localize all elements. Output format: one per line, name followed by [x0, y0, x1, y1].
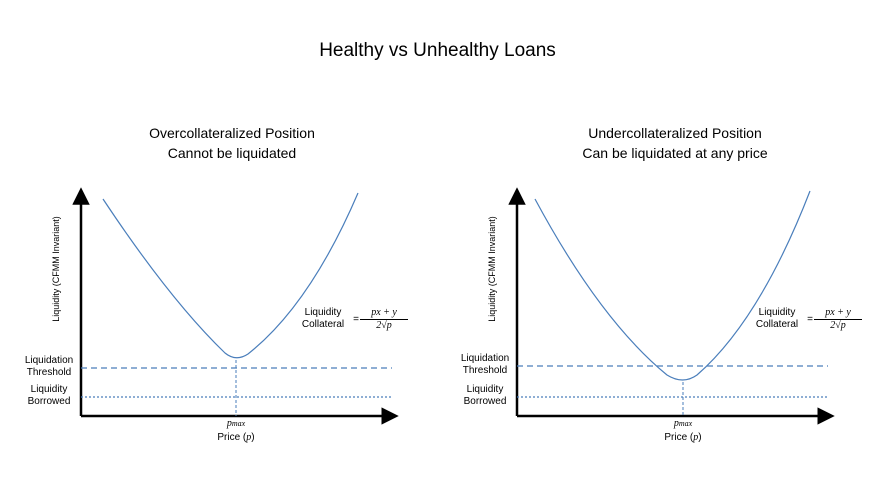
- left-panel-title: Overcollateralized Position Cannot be li…: [122, 123, 342, 163]
- left-diagram: [72, 187, 399, 425]
- right-collateral-curve: [534, 190, 811, 381]
- right-collateral-line1: Liquidity: [758, 307, 796, 318]
- right-panel-title: Undercollateralized Position Can be liqu…: [555, 123, 795, 163]
- right-pmax-sub: max: [678, 419, 693, 428]
- right-formula-numerator: px + y: [814, 307, 862, 320]
- right-diagram: [508, 187, 835, 425]
- left-threshold-label: Liquidation Threshold: [20, 355, 78, 379]
- right-threshold-label: Liquidation Threshold: [456, 353, 514, 377]
- left-formula-numerator: px + y: [360, 307, 408, 320]
- right-borrowed-line1: Liquidity: [466, 384, 504, 395]
- left-pmax-label: pmax: [216, 418, 256, 430]
- left-threshold-line1: Liquidation: [24, 355, 74, 366]
- left-collateral-label: Liquidity Collateral: [296, 307, 350, 331]
- left-borrowed-line1: Liquidity: [30, 384, 68, 395]
- left-pmax-var: p: [226, 418, 232, 429]
- right-title-line2: Can be liquidated at any price: [582, 145, 768, 161]
- left-x-var: p: [246, 432, 252, 443]
- right-x-axis-label: Price (p): [643, 432, 723, 444]
- right-title-line1: Undercollateralized Position: [588, 125, 762, 141]
- left-x-prefix: Price (: [217, 432, 247, 443]
- right-borrowed-label: Liquidity Borrowed: [456, 384, 514, 408]
- right-threshold-line2: Threshold: [462, 365, 508, 376]
- left-collateral-line2: Collateral: [301, 319, 345, 330]
- right-pmax-label: pmax: [663, 418, 703, 430]
- right-formula: px + y 2√p: [814, 307, 862, 332]
- left-threshold-line2: Threshold: [26, 367, 72, 378]
- left-formula-denominator: 2√p: [376, 320, 392, 331]
- right-collateral-label: Liquidity Collateral: [750, 307, 804, 331]
- main-title: Healthy vs Unhealthy Loans: [319, 40, 556, 61]
- right-x-var: p: [693, 432, 699, 443]
- left-title-line2: Cannot be liquidated: [167, 145, 297, 161]
- right-y-axis-label: Liquidity (CFMM Invariant): [487, 216, 497, 322]
- left-borrowed-label: Liquidity Borrowed: [20, 384, 78, 408]
- right-x-suffix: ): [698, 432, 702, 443]
- right-eq-sign: =: [807, 314, 813, 325]
- right-collateral-line2: Collateral: [755, 319, 799, 330]
- left-y-axis-label: Liquidity (CFMM Invariant): [51, 216, 61, 322]
- right-pmax-var: p: [673, 418, 679, 429]
- right-borrowed-line2: Borrowed: [463, 396, 507, 407]
- right-formula-denominator: 2√p: [830, 320, 846, 331]
- left-formula: px + y 2√p: [360, 307, 408, 332]
- left-collateral-line1: Liquidity: [304, 307, 342, 318]
- left-eq-sign: =: [353, 314, 359, 325]
- right-threshold-line1: Liquidation: [460, 353, 510, 364]
- left-borrowed-line2: Borrowed: [27, 396, 71, 407]
- left-collateral-curve: [102, 192, 359, 359]
- left-x-axis-label: Price (p): [196, 432, 276, 444]
- left-pmax-sub: max: [231, 419, 246, 428]
- right-x-prefix: Price (: [664, 432, 694, 443]
- left-x-suffix: ): [251, 432, 255, 443]
- left-title-line1: Overcollateralized Position: [149, 125, 315, 141]
